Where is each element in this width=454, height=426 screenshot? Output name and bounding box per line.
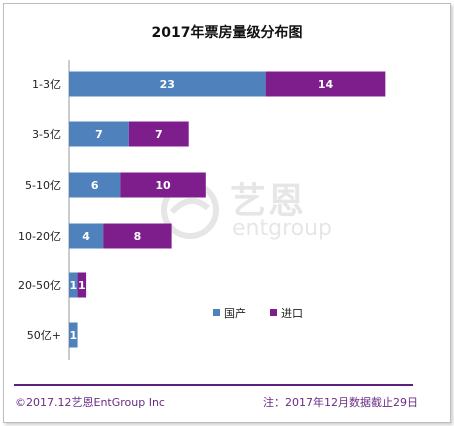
data-label: 1 bbox=[69, 279, 77, 292]
bar-segment bbox=[69, 121, 129, 147]
bar-segment bbox=[69, 272, 78, 298]
footer-note: 注：2017年12月数据截止29日 bbox=[263, 396, 418, 409]
legend-swatch bbox=[213, 309, 220, 316]
footer-copyright: ©2017.12艺恩EntGroup Inc bbox=[15, 396, 165, 409]
bar-segment bbox=[69, 71, 266, 97]
legend-label: 进口 bbox=[281, 307, 303, 320]
data-label: 10 bbox=[155, 179, 171, 192]
category-label: 3-5亿 bbox=[32, 128, 61, 141]
watermark-text: 艺恩 bbox=[230, 181, 307, 222]
data-label: 1 bbox=[69, 329, 77, 342]
data-label: 14 bbox=[318, 78, 334, 91]
bar-segment bbox=[69, 223, 104, 249]
data-label: 1 bbox=[78, 279, 86, 292]
category-label: 50亿+ bbox=[27, 329, 61, 342]
bar-segment bbox=[69, 322, 78, 348]
watermark-subtext: entgroup bbox=[232, 216, 332, 241]
data-label: 6 bbox=[91, 179, 99, 192]
category-label: 20-50亿 bbox=[18, 279, 61, 292]
data-label: 8 bbox=[134, 230, 142, 243]
footer-divider bbox=[14, 384, 413, 386]
bar-segment bbox=[265, 71, 386, 97]
category-label: 5-10亿 bbox=[25, 179, 61, 192]
chart-title: 2017年票房量级分布图 bbox=[151, 25, 303, 41]
bar-segment bbox=[120, 172, 206, 198]
data-label: 7 bbox=[95, 128, 103, 141]
data-label: 23 bbox=[160, 78, 175, 91]
bar-segment bbox=[103, 223, 172, 249]
category-label: 10-20亿 bbox=[18, 230, 61, 243]
bar-segment bbox=[128, 121, 189, 147]
bar-segment bbox=[69, 172, 121, 198]
legend-label: 国产 bbox=[224, 306, 246, 320]
data-label: 7 bbox=[155, 128, 163, 141]
bar-segment bbox=[77, 272, 87, 298]
data-label: 4 bbox=[82, 230, 90, 243]
legend-swatch bbox=[270, 309, 277, 316]
category-label: 1-3亿 bbox=[32, 78, 61, 91]
